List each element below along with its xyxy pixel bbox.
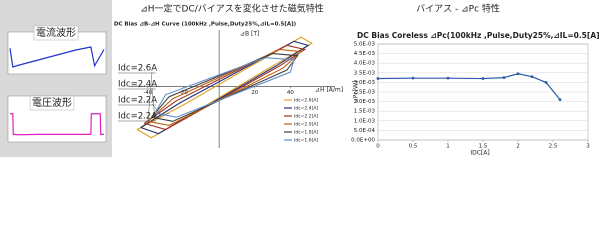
legend-label: Idc=1.8[A] [294, 130, 318, 136]
bh-loop [143, 44, 307, 131]
annotation: Idc=2.4A [118, 80, 157, 90]
y-tick-label: 4.5E-03 [354, 51, 376, 57]
y-tick-label: 0.0E+00 [351, 138, 375, 144]
callout-line [151, 103, 163, 117]
x-axis-label: IDC[A] [470, 150, 489, 157]
x-tick-label: 1 [446, 144, 450, 150]
x-tick-label: 3 [586, 144, 590, 150]
x-tick-label: 2.5 [549, 144, 558, 150]
y-tick-label: 2.5E-03 [354, 90, 376, 96]
legend-label: Idc=1.6[A] [294, 138, 318, 144]
x-tick-label: -40 [143, 90, 152, 96]
x-axis-label: ⊿H [A/m] [315, 87, 343, 94]
bh-loop [140, 40, 310, 135]
annotation: Idc=2.2A [118, 96, 157, 106]
heading: バイアス - ⊿Pc 特性 [416, 3, 500, 15]
point [376, 77, 380, 80]
x-tick-label: 0.5 [409, 144, 418, 150]
bh-loop [150, 53, 299, 122]
x-tick-label: 0 [376, 144, 380, 150]
y-tick-label: 2.0E-03 [354, 99, 376, 105]
point [502, 76, 506, 79]
y-tick-label: 1.0E-03 [354, 118, 376, 124]
line [9, 46, 105, 68]
legend-label: Idc=2.2[A] [294, 114, 318, 120]
page: 電流波形 電圧波形 ⊿H一定でDC/バイアスを変化させた磁気特性 DC Bias… [0, 0, 600, 157]
label-box [33, 25, 79, 41]
plot-title: 電流波形 [36, 26, 76, 39]
annotation: Idc=2.6A [118, 64, 157, 74]
bh-loop [136, 36, 313, 139]
x-tick-label: -20 [179, 90, 188, 96]
point [481, 77, 485, 80]
annotation: Idc=2.2A [118, 112, 157, 122]
y-tick-label: 1.5E-03 [354, 109, 376, 115]
point [544, 81, 548, 84]
bh-loop [147, 48, 303, 127]
y-tick-label: 3.5E-03 [354, 70, 376, 76]
callout-line [151, 112, 170, 121]
callout-line [151, 87, 156, 120]
label-box [29, 95, 75, 111]
y-tick-label: 4.0E-03 [354, 61, 376, 67]
x-tick-label: 20 [251, 90, 258, 96]
point [516, 72, 520, 76]
y-axis-label: ⊿B [T] [240, 31, 259, 38]
point [446, 76, 450, 80]
plot-title: 電圧波形 [32, 96, 72, 109]
legend-label: Idc=2.0[A] [294, 122, 318, 128]
legend-label: Idc=2.4[A] [294, 106, 318, 112]
point [411, 76, 415, 80]
bh-loop [154, 57, 295, 118]
x-tick-label: 40 [287, 90, 294, 96]
x-tick-label: 2 [516, 144, 520, 150]
chart-title: DC Bias Coreless ⊿Pc(100kHz ,Pulse,Duty2… [357, 31, 600, 40]
plot-area [377, 43, 589, 141]
y-axis-label: ⊿Pc[W] [353, 81, 360, 104]
x-tick-label: 1.5 [479, 144, 488, 150]
point [530, 75, 534, 79]
legend-label: Idc=2.6[A] [294, 98, 318, 104]
y-tick-label: 3.0E-03 [354, 80, 376, 86]
y-tick-label: 5.0E-04 [354, 128, 376, 134]
heading: ⊿H一定でDC/バイアスを変化させた磁気特性 [140, 3, 324, 15]
y-tick-label: 5.0E-03 [354, 42, 376, 48]
callout-line [147, 71, 153, 123]
line [10, 113, 104, 136]
point [558, 98, 562, 102]
chart-title: DC Bias ⊿B-⊿H Curve (100kHz ,Pulse,Duty2… [114, 22, 297, 28]
